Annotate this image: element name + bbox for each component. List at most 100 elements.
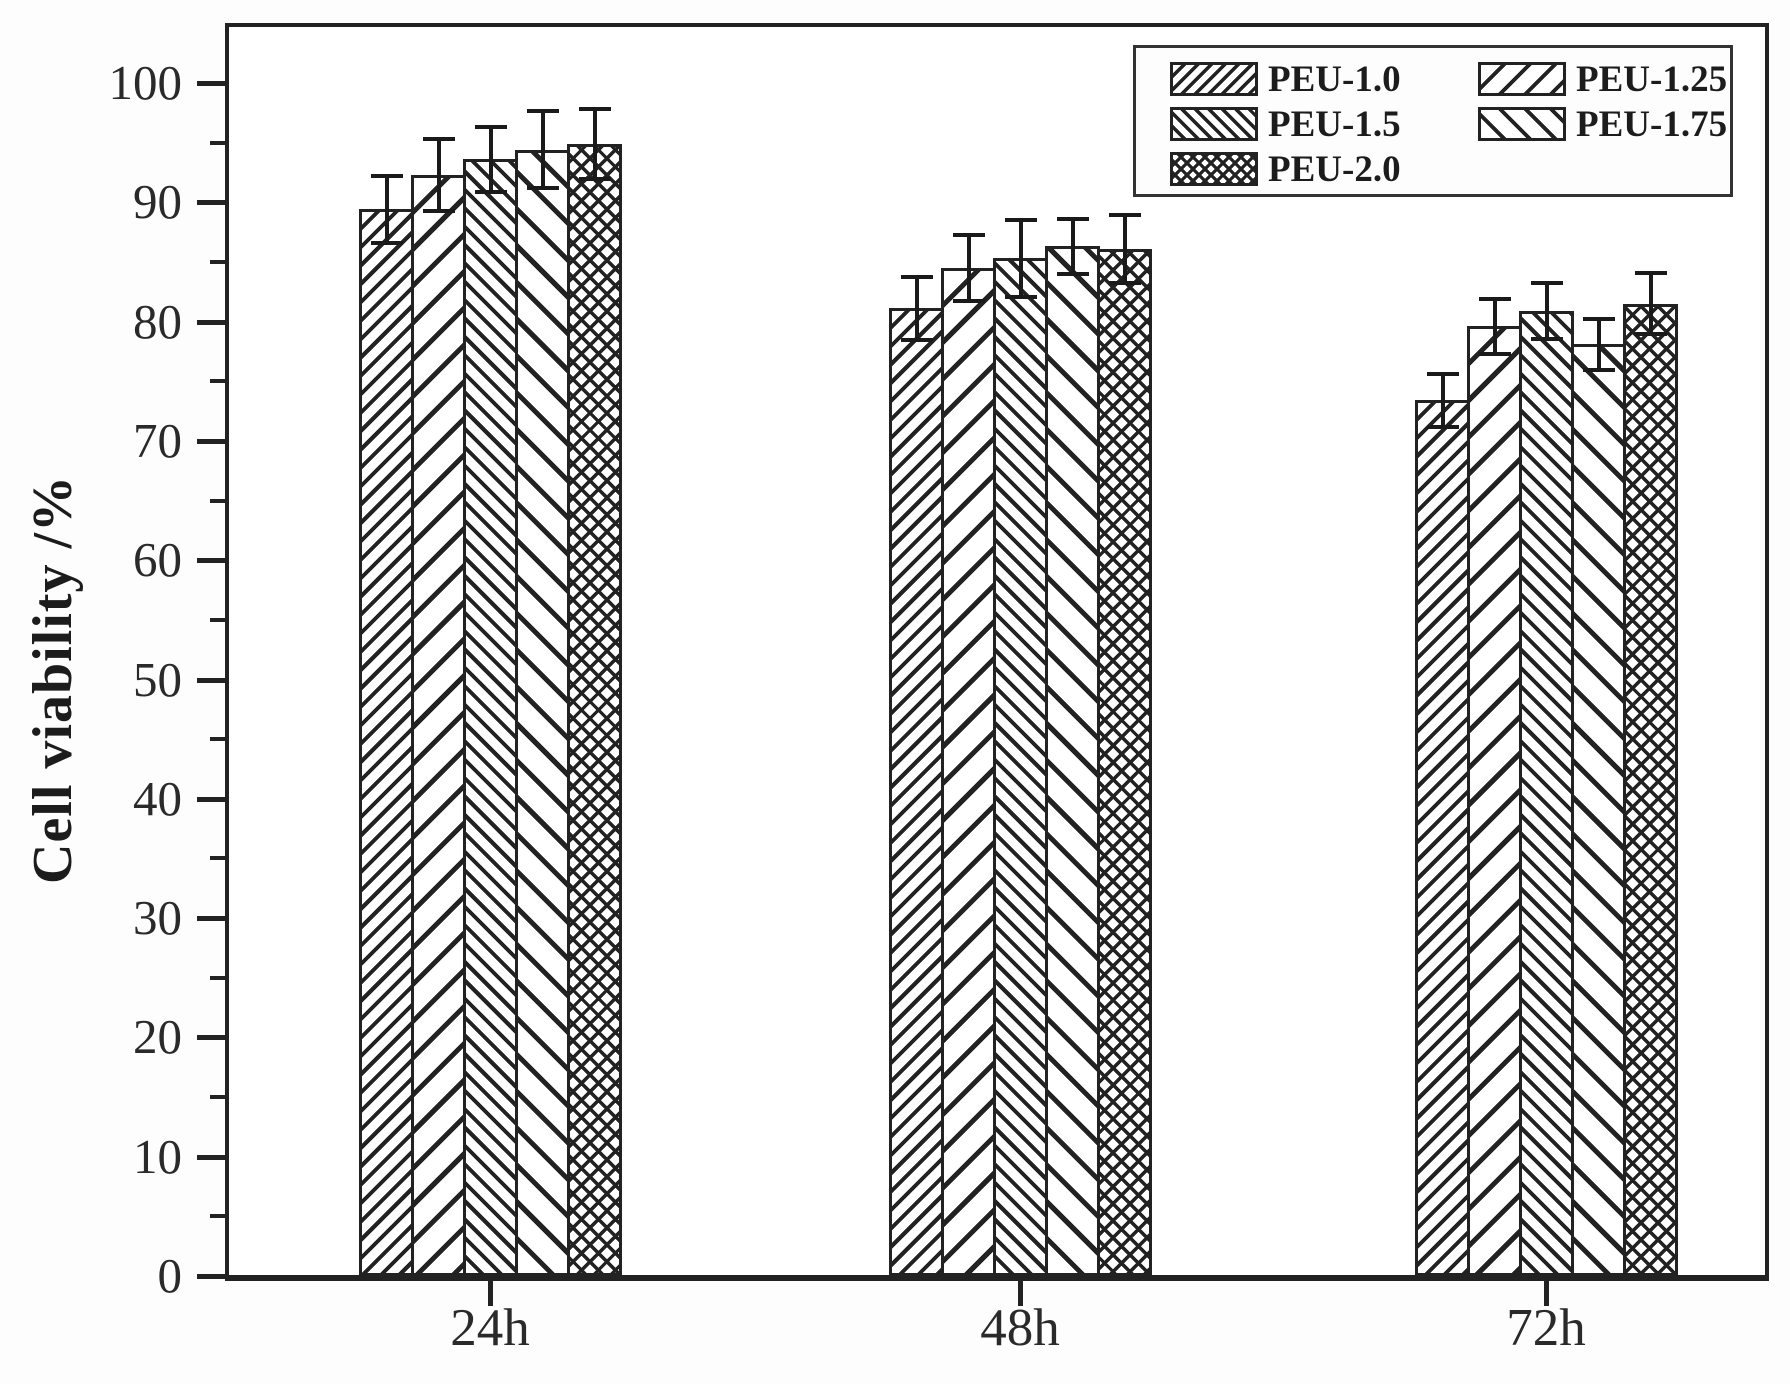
bar-PEU-1.25-24h [411,174,466,1276]
y-tick-minor [210,737,225,742]
bar-PEU-1.0-72h [1415,400,1470,1276]
bar-PEU-1.75-48h [1045,246,1100,1276]
legend-swatch-backdiag-sparse-icon [1478,107,1566,141]
legend-label: PEU-2.0 [1268,148,1401,190]
error-stem [1596,316,1601,372]
error-bar-PEU-1.25-48h [952,233,985,303]
bar-PEU-2.0-24h [567,143,622,1276]
error-bar-PEU-1.75-48h [1056,216,1089,277]
error-stem [1018,217,1023,299]
bar-PEU-2.0-48h [1097,248,1152,1276]
y-tick-major [197,796,225,802]
error-stem [540,109,545,191]
y-tick-minor [210,379,225,384]
error-cap-bottom [526,186,559,191]
legend-label: PEU-1.25 [1576,58,1728,100]
error-cap-bottom [422,209,455,214]
bar-PEU-1.75-24h [515,149,570,1276]
legend-swatch-diagonal-dense-icon [1170,62,1258,96]
error-cap-bottom [1634,331,1667,336]
error-bar-PEU-1.0-24h [370,173,403,246]
error-cap-bottom [1004,294,1037,299]
error-stem [488,124,493,194]
y-tick-minor [210,1214,225,1219]
y-tick-minor [210,617,225,622]
legend-swatch-backdiag-dense-icon [1170,107,1258,141]
legend-item-PEU-1.0: PEU-1.0 [1170,58,1478,100]
error-bar-PEU-1.25-72h [1478,296,1511,357]
error-bar-PEU-1.25-24h [422,136,455,214]
bar-PEU-1.5-48h [993,258,1048,1276]
error-bar-PEU-1.5-72h [1530,281,1563,341]
error-stem [1070,216,1075,277]
y-tick-label: 10 [133,1128,182,1184]
legend-swatch-diagonal-sparse-icon [1478,62,1566,96]
error-stem [1544,281,1549,341]
y-tick-major [197,200,225,206]
error-cap-bottom [1530,336,1563,341]
legend-item-PEU-1.75: PEU-1.75 [1478,104,1730,145]
bar-PEU-2.0-72h [1623,303,1678,1276]
x-tick-label: 72h [1506,1299,1586,1357]
y-tick-major [197,1035,225,1041]
y-tick-label: 90 [133,174,182,230]
error-cap-bottom [900,337,933,342]
y-tick-major [197,558,225,564]
legend-item-PEU-1.5: PEU-1.5 [1170,103,1478,145]
error-stem [1122,213,1127,285]
legend-item-PEU-1.25: PEU-1.25 [1478,58,1730,100]
error-stem [1492,296,1497,357]
y-tick-label: 0 [157,1248,183,1303]
y-tick-minor [210,140,225,145]
error-cap-bottom [1056,272,1089,277]
bar-PEU-1.5-72h [1519,310,1574,1276]
bar-PEU-1.75-72h [1571,344,1626,1276]
y-tick-label: 100 [108,55,183,110]
error-cap-bottom [1108,280,1141,285]
error-stem [1648,271,1653,336]
y-tick-minor [210,259,225,264]
legend-label: PEU-1.5 [1268,103,1401,145]
bar-PEU-1.25-48h [941,267,996,1276]
error-bar-PEU-1.75-24h [526,109,559,191]
y-tick-minor [210,856,225,861]
legend-item-PEU-2.0: PEU-2.0 [1170,148,1478,190]
y-tick-label: 20 [133,1009,182,1065]
error-bar-PEU-1.5-48h [1004,217,1037,299]
y-tick-label: 80 [133,293,182,349]
legend-swatch-crosshatch-icon [1170,152,1258,186]
error-stem [436,136,441,214]
x-tick-label: 48h [980,1299,1060,1357]
legend: PEU-1.0 PEU-1.25 PEU-1.5 PEU-1.75 PEU-2.0 [1133,45,1733,197]
y-tick-major [197,1274,225,1279]
error-cap-bottom [1582,367,1615,372]
error-stem [592,106,597,181]
y-tick-minor [210,498,225,503]
error-bar-PEU-2.0-72h [1634,271,1667,336]
y-tick-major [197,319,225,325]
y-tick-label: 70 [133,412,182,468]
error-stem [1440,371,1445,429]
error-cap-bottom [1426,424,1459,429]
y-tick-major [197,438,225,444]
bar-PEU-1.25-72h [1467,326,1522,1276]
x-tick [1018,1281,1023,1306]
error-cap-bottom [578,176,611,181]
error-bar-PEU-1.0-48h [900,275,933,342]
error-cap-bottom [952,298,985,303]
y-tick-label: 60 [133,532,182,588]
y-tick-label: 50 [133,651,182,707]
y-tick-major [197,677,225,683]
error-bar-PEU-1.75-72h [1582,316,1615,372]
error-bar-PEU-2.0-24h [578,106,611,181]
y-tick-major [197,1154,225,1160]
error-bar-PEU-2.0-48h [1108,213,1141,285]
x-tick [1544,1281,1549,1306]
y-tick-minor [210,1095,225,1100]
error-bar-PEU-1.0-72h [1426,371,1459,429]
bar-PEU-1.5-24h [463,159,518,1276]
legend-label: PEU-1.0 [1268,58,1401,100]
error-cap-bottom [370,241,403,246]
error-stem [966,233,971,303]
